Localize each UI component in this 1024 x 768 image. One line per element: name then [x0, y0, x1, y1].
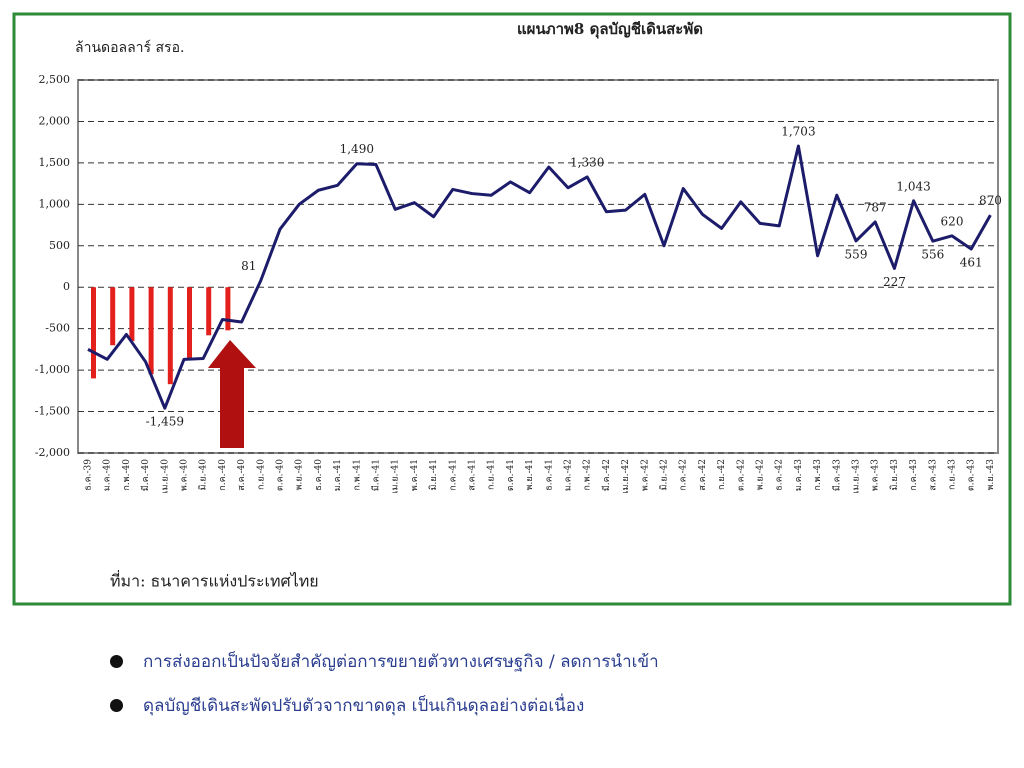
data-label: 81 — [241, 259, 256, 273]
y-tick-label: 2,000 — [39, 114, 71, 127]
bar — [225, 287, 231, 331]
bar — [129, 287, 135, 342]
y-tick-label: -1,500 — [35, 405, 70, 418]
x-tick-label: มิ.ย.-43 — [889, 459, 900, 491]
x-tick-label: ธ.ค.-40 — [314, 459, 324, 491]
bar — [110, 287, 116, 346]
data-label: 620 — [941, 214, 964, 228]
data-label: 1,330 — [570, 155, 604, 169]
y-tick-label: 500 — [49, 239, 70, 252]
x-tick-label: พ.ค.-42 — [640, 459, 650, 491]
x-tick-label: ก.พ.-40 — [122, 459, 132, 491]
source: ที่มา: ธนาคารแห่งประเทศไทย — [110, 570, 319, 591]
bullet-text: ดุลบัญชีเดินสะพัดปรับตัวจากขาดดุล เป็นเก… — [143, 696, 585, 716]
x-tick-label: เม.ย.-40 — [160, 459, 170, 494]
bar — [91, 287, 96, 379]
x-tick-label: มี.ค.-40 — [140, 459, 151, 491]
y-tick-label: -1,000 — [35, 363, 70, 376]
data-label: -1,459 — [146, 415, 184, 429]
bullet: การส่งออกเป็นปัจจัยสำคัญต่อการขยายตัวทาง… — [110, 648, 659, 675]
x-tick-label: มิ.ย.-40 — [198, 459, 209, 491]
x-tick-label: ม.ค.-41 — [333, 459, 343, 491]
x-tick-label: ส.ค.-40 — [237, 459, 247, 491]
x-tick-label: ม.ค.-43 — [794, 459, 804, 491]
x-tick-label: ก.ค.-42 — [679, 459, 689, 491]
bullet-dot — [110, 699, 123, 712]
x-tick-label: ต.ค.-40 — [276, 459, 286, 491]
chart: แผนภาพ8 ดุลบัญชีเดินสะพัด ล้านดอลลาร์ สร… — [12, 12, 1012, 606]
y-axis-label: ล้านดอลลาร์ สรอ. — [75, 39, 184, 56]
x-tick-label: ธ.ค.-41 — [544, 459, 554, 491]
x-tick-label: พ.ย.-43 — [986, 459, 996, 491]
x-tick-label: ก.ค.-40 — [218, 459, 228, 491]
data-label: 556 — [921, 248, 944, 262]
y-tick-label: 1,500 — [39, 156, 71, 169]
bar — [206, 287, 212, 336]
data-label: 461 — [960, 256, 983, 270]
x-tick-label: มี.ค.-43 — [831, 459, 842, 491]
x-tick-label: ก.ย.-40 — [256, 459, 266, 490]
x-tick-label: ก.พ.-42 — [583, 459, 593, 491]
y-tick-label: 2,500 — [39, 73, 71, 86]
bullet: ดุลบัญชีเดินสะพัดปรับตัวจากขาดดุล เป็นเก… — [110, 692, 584, 719]
chart-title: แผนภาพ8 ดุลบัญชีเดินสะพัด — [517, 20, 703, 39]
y-tick-label: -500 — [45, 322, 70, 335]
x-tick-label: ต.ค.-41 — [506, 459, 516, 491]
arrow — [208, 340, 256, 448]
x-tick-label: มี.ค.-41 — [371, 459, 382, 491]
data-label: 1,490 — [340, 142, 374, 156]
x-tick-label: ต.ค.-42 — [736, 459, 746, 491]
data-label: 1,703 — [781, 125, 815, 139]
x-tick-label: เม.ย.-43 — [852, 459, 862, 494]
x-tick-label: พ.ค.-43 — [871, 459, 881, 491]
x-tick-label: ส.ค.-42 — [698, 459, 708, 491]
plot-area — [77, 79, 999, 454]
x-tick-label: ต.ค.-43 — [967, 459, 977, 491]
bullet-text: การส่งออกเป็นปัจจัยสำคัญต่อการขยายตัวทาง… — [143, 652, 659, 672]
x-tick-label: พ.ย.-41 — [525, 459, 535, 490]
x-tick-label: ก.ย.-42 — [717, 459, 727, 490]
data-label: 559 — [845, 247, 868, 261]
bar — [187, 287, 192, 360]
bar — [148, 287, 154, 375]
frame — [12, 12, 1012, 606]
x-tick-label: ก.พ.-43 — [813, 459, 823, 491]
x-tick-label: เม.ย.-41 — [391, 459, 401, 494]
line — [87, 144, 992, 410]
data-label: 227 — [883, 275, 906, 289]
x-tick-label: พ.ค.-40 — [180, 459, 190, 491]
x-tick-label: ก.ค.-43 — [909, 459, 919, 491]
y-tick-label: -2,000 — [35, 446, 70, 459]
x-tick-label: มี.ค.-42 — [601, 459, 612, 491]
x-tick-label: พ.ย.-40 — [295, 459, 305, 491]
x-tick-label: ก.พ.-41 — [352, 459, 362, 491]
x-tick-label: ก.ย.-43 — [948, 459, 958, 490]
x-tick-label: ส.ค.-43 — [928, 459, 938, 491]
x-tick-label: ธ.ค.-39 — [84, 459, 94, 491]
x-tick-label: มิ.ย.-41 — [428, 459, 439, 490]
x-tick-label: ก.ย.-41 — [487, 459, 497, 490]
x-tick-label: พ.ค.-41 — [410, 459, 420, 491]
x-tick-label: ก.ค.-41 — [448, 459, 458, 491]
data-label: 787 — [864, 200, 887, 214]
x-tick-label: มิ.ย.-42 — [659, 459, 670, 490]
data-label: 870 — [979, 194, 1002, 208]
x-tick-label: ธ.ค.-42 — [775, 459, 785, 491]
x-tick-label: ส.ค.-41 — [468, 459, 478, 491]
y-tick-label: 1,000 — [39, 197, 71, 210]
bar — [167, 287, 173, 385]
x-tick-label: ม.ค.-42 — [564, 459, 574, 491]
y-tick-label: 0 — [63, 280, 70, 293]
x-tick-label: ม.ค.-40 — [103, 459, 113, 491]
x-tick-label: พ.ย.-42 — [756, 459, 766, 490]
data-label: 1,043 — [896, 179, 930, 193]
x-tick-label: เม.ย.-42 — [621, 459, 631, 494]
bullet-dot — [110, 655, 123, 668]
